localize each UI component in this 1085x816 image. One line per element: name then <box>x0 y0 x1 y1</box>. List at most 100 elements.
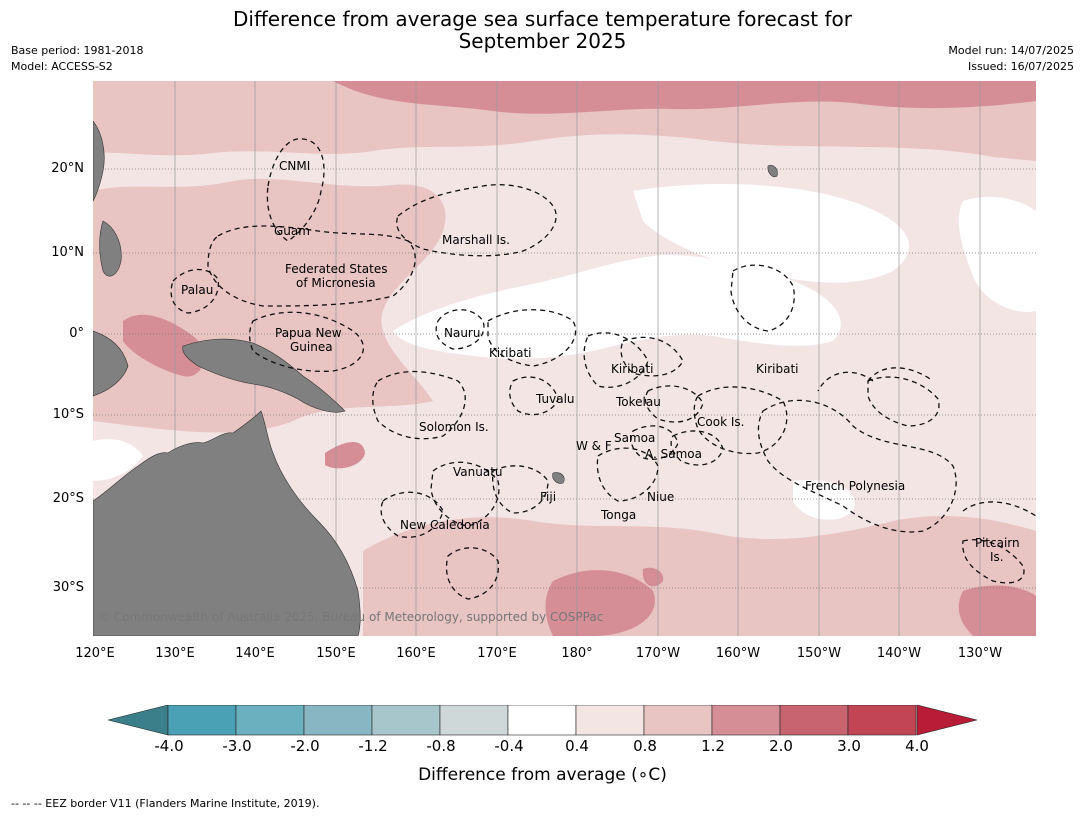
australia-landmass <box>93 410 361 636</box>
lon-label-170w: 170°W <box>635 646 681 661</box>
lon-label-160w: 160°W <box>715 646 761 661</box>
lat-label-10s: 10°S <box>52 407 84 422</box>
anomaly-zone-east-neutral <box>958 196 1036 312</box>
colorbar-segment <box>303 705 373 736</box>
region-label-png-line2: Guinea <box>290 340 333 354</box>
lat-label-10n: 10°N <box>51 245 84 260</box>
issued-date: Issued: 16/07/2025 <box>967 60 1074 73</box>
copyright-text: © Commonwealth of Australia 2025, Bureau… <box>98 610 603 624</box>
region-label-kiribati-east: Kiribati <box>756 362 798 376</box>
chart-title: Difference from average sea surface temp… <box>0 8 1085 52</box>
colorbar-tick-label: 3.0 <box>837 737 861 755</box>
colorbar-segment <box>779 705 849 736</box>
lon-label-160e: 160°E <box>396 646 436 661</box>
colorbar-segments <box>167 705 917 736</box>
colorbar-title: Difference from average (∘C) <box>418 765 667 785</box>
region-label-wallis-futuna: W & F <box>576 439 612 453</box>
anomaly-zone-aus-west-neutral <box>93 439 143 481</box>
anomaly-zone-south-neutral <box>793 480 855 520</box>
title-line-1: Difference from average sea surface temp… <box>232 7 852 31</box>
colorbar-tick-label: 0.8 <box>633 737 657 755</box>
eez-borders <box>170 138 1036 600</box>
lon-label-120e: 120°E <box>75 646 115 661</box>
colorbar-tick-label: 2.0 <box>769 737 793 755</box>
region-label-fiji: Fiji <box>540 490 556 504</box>
colorbar-over-arrow <box>916 705 978 736</box>
asia-coast-landmass <box>93 120 105 202</box>
lon-label-150e: 150°E <box>316 646 356 661</box>
region-label-nauru: Nauru <box>444 326 480 340</box>
region-label-niue: Niue <box>647 490 674 504</box>
region-label-marshall: Marshall Is. <box>442 233 510 247</box>
region-label-fsm-line1: Federated States <box>285 262 387 276</box>
borneo-sulawesi-landmass <box>93 330 129 397</box>
anomaly-zone-coral-sea <box>325 442 365 469</box>
colorbar-tick-label: 4.0 <box>905 737 929 755</box>
colorbar-under-arrow <box>108 705 169 736</box>
region-label-palau: Palau <box>181 283 213 297</box>
fiji-landmass <box>552 472 565 484</box>
anomaly-zone-south-hot-1 <box>545 570 655 636</box>
lat-label-20n: 20°N <box>51 161 84 176</box>
lat-label-0: 0° <box>69 326 84 341</box>
region-label-guam: Guam <box>274 224 310 238</box>
model-name: Model: ACCESS-S2 <box>11 60 113 73</box>
colorbar-tick-label: -2.0 <box>290 737 320 755</box>
colorbar-tick-label: -1.2 <box>358 737 388 755</box>
lon-label-180: 180° <box>561 646 593 661</box>
region-label-png-line1: Papua New <box>275 326 342 340</box>
region-label-tuvalu: Tuvalu <box>535 392 575 406</box>
region-label-kiribati-central: Kiribati <box>611 362 653 376</box>
region-label-solomon: Solomon Is. <box>419 420 489 434</box>
colorbar-segment <box>235 705 305 736</box>
region-label-cook: Cook Is. <box>697 415 744 429</box>
colorbar-tick-label: -4.0 <box>154 737 184 755</box>
new-guinea-landmass <box>182 338 346 413</box>
anomaly-zone-equatorial-neutral <box>393 255 841 359</box>
colorbar-segment <box>439 705 509 736</box>
anomaly-zone-south-warm <box>363 515 1036 636</box>
sst-anomaly-map: CNMI Guam Palau Federated States of Micr… <box>93 81 1036 636</box>
base-period: Base period: 1981-2018 <box>11 44 144 57</box>
anomaly-zone-central-neutral <box>633 184 910 283</box>
philippines-landmass <box>99 220 122 277</box>
lat-label-30s: 30°S <box>52 580 84 595</box>
region-label-tonga: Tonga <box>600 508 636 522</box>
colorbar-tick-label: 0.4 <box>565 737 589 755</box>
lon-label-130e: 130°E <box>155 646 195 661</box>
region-label-tokelau: Tokelau <box>615 395 661 409</box>
colorbar-tick-label: 1.2 <box>701 737 725 755</box>
meta-left: Base period: 1981-2018 Model: ACCESS-S2 <box>11 43 143 75</box>
landmasses <box>93 120 778 636</box>
colorbar-tick-label: -0.8 <box>426 737 456 755</box>
region-label-kiribati-west: Kiribati <box>489 346 531 360</box>
anomaly-zone-png-hot <box>123 314 204 377</box>
hawaii-landmass <box>767 164 778 178</box>
colorbar-segment <box>643 705 713 736</box>
region-label-samoa: Samoa <box>614 431 655 445</box>
colorbar-tick-label: -0.4 <box>494 737 524 755</box>
lon-label-140w: 140°W <box>876 646 922 661</box>
region-label-french-polynesia: French Polynesia <box>805 479 905 493</box>
colorbar-segment <box>371 705 441 736</box>
lat-gridlines <box>93 168 1036 589</box>
region-label-american-samoa: A. Samoa <box>645 447 702 461</box>
anomaly-zone-south-hot-2 <box>958 585 1036 636</box>
anomaly-zone-north-hot <box>333 81 1036 114</box>
region-label-pitcairn-line2: Is. <box>990 550 1004 564</box>
colorbar-tick-label: -3.0 <box>222 737 252 755</box>
lon-label-140e: 140°E <box>235 646 275 661</box>
colorbar-segment <box>507 705 577 736</box>
lon-label-150w: 150°W <box>796 646 842 661</box>
lon-label-130w: 130°W <box>957 646 1003 661</box>
colorbar-segment <box>167 705 237 736</box>
title-line-2: September 2025 <box>458 29 627 53</box>
colorbar-segment <box>575 705 645 736</box>
region-label-cnmi: CNMI <box>279 159 310 173</box>
region-label-new-caledonia: New Caledonia <box>400 518 490 532</box>
region-label-fsm-line2: of Micronesia <box>296 276 376 290</box>
region-label-vanuatu: Vanuatu <box>453 465 503 479</box>
colorbar-segment <box>847 705 917 736</box>
lon-label-170e: 170°E <box>477 646 517 661</box>
colorbar-segment <box>711 705 781 736</box>
